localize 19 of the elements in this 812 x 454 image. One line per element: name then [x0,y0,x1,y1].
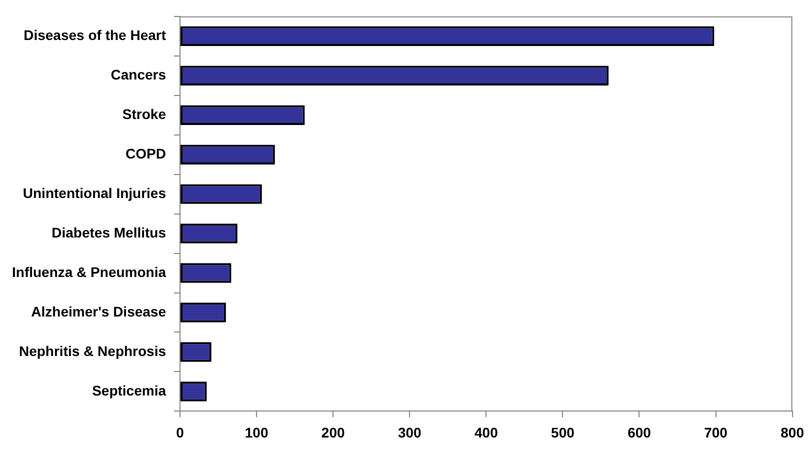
y-tick-label: Diabetes Mellitus [52,224,166,240]
y-tick-label: Influenza & Pneumonia [12,264,166,280]
x-tick-label: 800 [780,424,804,440]
y-tick-label: Diseases of the Heart [24,27,166,43]
x-tick-label: 200 [321,424,345,440]
x-tick-label: 0 [176,424,184,440]
y-tick-label: Stroke [122,106,166,122]
x-tick-label: 100 [244,424,268,440]
y-tick-label: Septicemia [92,382,166,398]
x-tick-label: 300 [398,424,422,440]
y-tick-label: Unintentional Injuries [22,184,166,201]
y-tick-label: COPD [126,145,166,162]
x-tick-label: 600 [628,424,652,440]
x-tick-label: 500 [551,424,575,440]
x-tick-label: 700 [704,424,728,440]
y-tick-label: Alzheimer's Disease [31,303,166,320]
y-tick-label: Nephritis & Nephrosis [18,342,166,359]
x-tick-label: 400 [474,424,498,440]
y-tick-label: Cancers [110,66,166,82]
